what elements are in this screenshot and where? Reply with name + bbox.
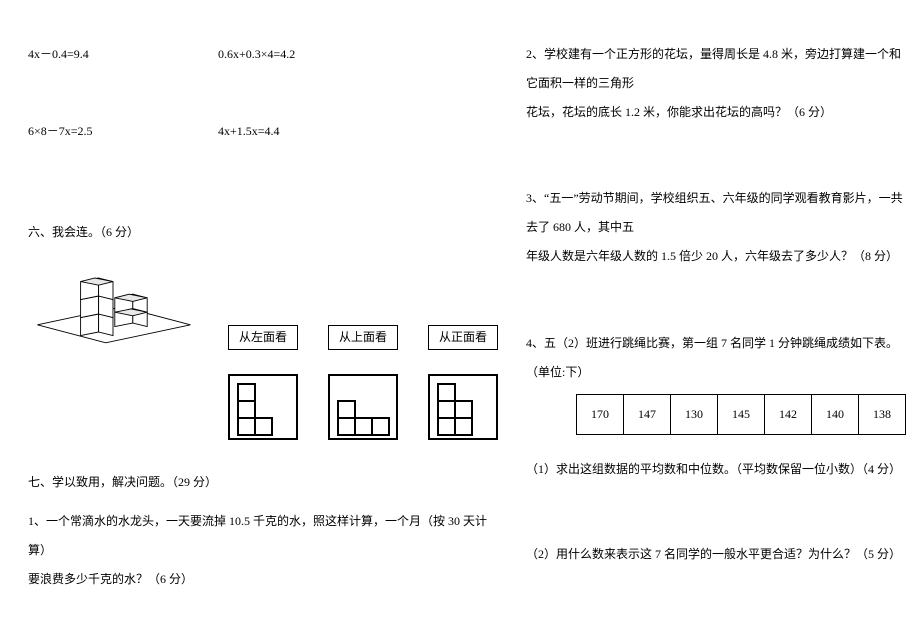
equation-row-2: 6×8－7x=2.5 4x+1.5x=4.4 bbox=[28, 117, 498, 146]
q2-block: 2、学校建有一个正方形的花坛，量得周长是 4.8 米，旁边打算建一个和它面积一样… bbox=[526, 40, 906, 126]
shape-2 bbox=[328, 374, 398, 440]
equation-4: 4x+1.5x=4.4 bbox=[218, 117, 280, 146]
right-column: 2、学校建有一个正方形的花坛，量得周长是 4.8 米，旁边打算建一个和它面积一样… bbox=[518, 0, 920, 637]
shape-1 bbox=[228, 374, 298, 440]
equation-2: 0.6x+0.3×4=4.2 bbox=[218, 40, 295, 69]
cell: 142 bbox=[765, 395, 812, 435]
q2-line2: 花坛，花坛的底长 1.2 米，你能求出花坛的高吗？（6 分） bbox=[526, 98, 906, 127]
q4-data-table: 170 147 130 145 142 140 138 bbox=[576, 394, 906, 435]
cell: 170 bbox=[577, 395, 624, 435]
cell: 140 bbox=[812, 395, 859, 435]
view-box-left: 从左面看 bbox=[228, 325, 298, 350]
q4-sub2: （2）用什么数来表示这 7 名同学的一般水平更合适？为什么？（5 分） bbox=[526, 540, 906, 569]
q4-intro: 4、五（2）班进行跳绳比赛，第一组 7 名同学 1 分钟跳绳成绩如下表。（单位:… bbox=[526, 329, 906, 387]
table-row: 170 147 130 145 142 140 138 bbox=[577, 395, 906, 435]
section-7-title: 七、学以致用，解决问题。（29 分） bbox=[28, 468, 498, 497]
shape-3 bbox=[428, 374, 498, 440]
view-box-front: 从正面看 bbox=[428, 325, 498, 350]
q3-block: 3、“五一”劳动节期间，学校组织五、六年级的同学观看教育影片，一共去了 680 … bbox=[526, 184, 906, 270]
cell: 147 bbox=[624, 395, 671, 435]
q1-line1: 1、一个常滴水的水龙头，一天要流掉 10.5 千克的水，照这样计算，一个月（按 … bbox=[28, 507, 498, 565]
section-6-title: 六、我会连。（6 分） bbox=[28, 218, 498, 247]
equation-row-1: 4x－0.4=9.4 0.6x+0.3×4=4.2 bbox=[28, 40, 498, 69]
isometric-cubes-figure bbox=[28, 260, 198, 350]
view-row: 从左面看 从上面看 从正面看 bbox=[28, 260, 498, 350]
q2-line1: 2、学校建有一个正方形的花坛，量得周长是 4.8 米，旁边打算建一个和它面积一样… bbox=[526, 40, 906, 98]
q1-line2: 要浪费多少千克的水？（6 分） bbox=[28, 565, 498, 594]
shapes-row bbox=[228, 374, 498, 440]
equation-3: 6×8－7x=2.5 bbox=[28, 117, 218, 146]
cell: 130 bbox=[671, 395, 718, 435]
cell: 138 bbox=[859, 395, 906, 435]
equation-1: 4x－0.4=9.4 bbox=[28, 40, 218, 69]
view-box-top: 从上面看 bbox=[328, 325, 398, 350]
cell: 145 bbox=[718, 395, 765, 435]
q4-sub1: （1）求出这组数据的平均数和中位数。（平均数保留一位小数）（4 分） bbox=[526, 455, 906, 484]
view-label-boxes: 从左面看 从上面看 从正面看 bbox=[228, 325, 498, 350]
q3-line2: 年级人数是六年级人数的 1.5 倍少 20 人，六年级去了多少人？（8 分） bbox=[526, 242, 906, 271]
left-column: 4x－0.4=9.4 0.6x+0.3×4=4.2 6×8－7x=2.5 4x+… bbox=[0, 0, 518, 637]
q3-line1: 3、“五一”劳动节期间，学校组织五、六年级的同学观看教育影片，一共去了 680 … bbox=[526, 184, 906, 242]
